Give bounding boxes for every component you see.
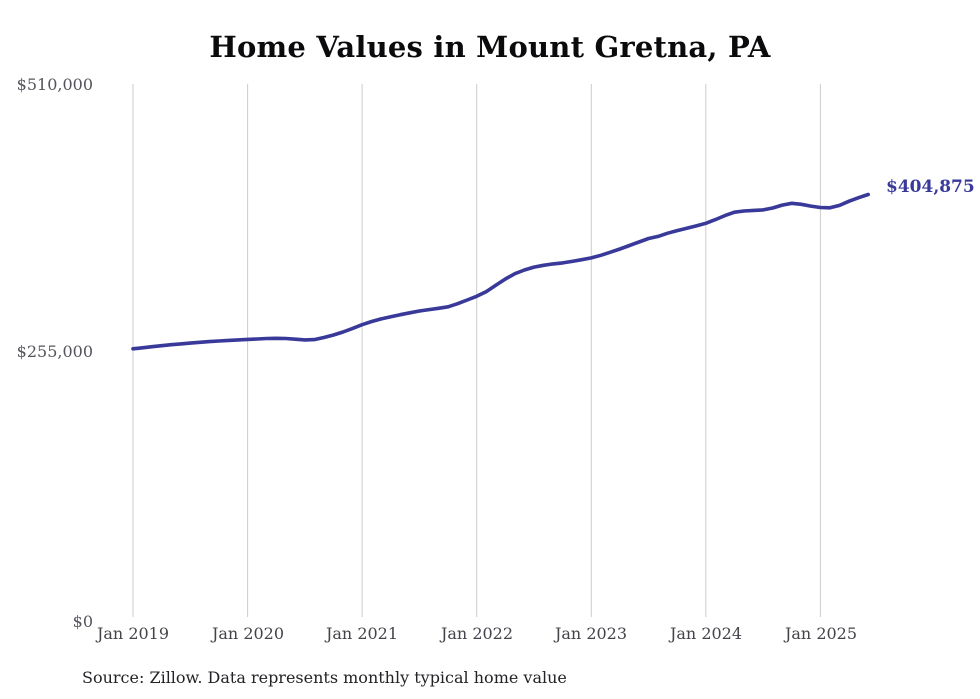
x-axis-tick-jan-2021: Jan 2021	[325, 624, 399, 643]
x-axis-tick-jan-2025: Jan 2025	[784, 624, 858, 643]
x-axis-tick-jan-2023: Jan 2023	[554, 624, 628, 643]
x-axis-tick-jan-2022: Jan 2022	[440, 624, 514, 643]
x-axis-tick-jan-2020: Jan 2020	[211, 624, 285, 643]
y-axis-tick-510000: $510,000	[16, 75, 93, 94]
x-axis-tick-jan-2019: Jan 2019	[96, 624, 170, 643]
chart-title: Home Values in Mount Gretna, PA	[209, 30, 771, 64]
end-value-label: $404,875	[886, 177, 975, 197]
x-axis-tick-jan-2024: Jan 2024	[669, 624, 743, 643]
home-value-line	[131, 192, 871, 351]
source-note: Source: Zillow. Data represents monthly …	[82, 668, 567, 687]
y-axis-tick-0: $0	[72, 612, 93, 631]
y-axis-tick-255000: $255,000	[16, 342, 93, 361]
